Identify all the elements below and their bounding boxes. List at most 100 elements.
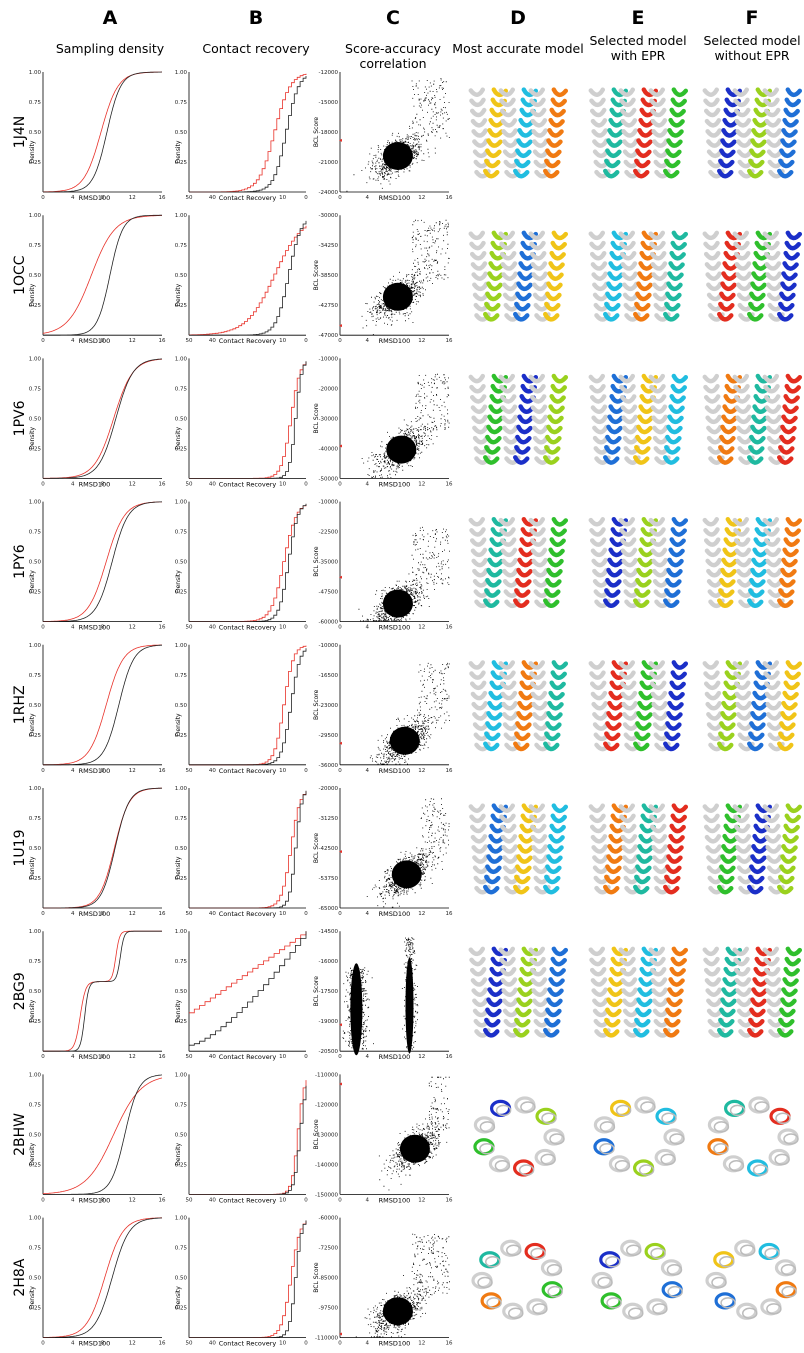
y-tick-label: 0.50 [175, 416, 188, 422]
x-tick-label: 4 [366, 338, 370, 344]
y-axis-label: Density [29, 427, 36, 450]
helix [483, 803, 509, 895]
x-tick-label: 40 [209, 768, 216, 774]
series-line-black [43, 358, 163, 479]
helix-coil [600, 1292, 622, 1310]
x-tick-label: 50 [186, 911, 193, 917]
helix-ribbon [717, 660, 743, 752]
helix [777, 373, 803, 465]
helix [513, 516, 539, 609]
x-axis-label: RMSD100 [79, 1340, 111, 1348]
helix [648, 373, 671, 465]
helix [777, 87, 803, 179]
x-tick-label: 12 [418, 768, 425, 774]
helix-coil-shadow [640, 1101, 656, 1113]
helix-ribbon [732, 946, 755, 1038]
x-tick-label: 12 [129, 481, 136, 487]
helix [468, 660, 491, 752]
helix-coil-shadow [754, 1101, 770, 1113]
y-tick-label: -14500 [319, 929, 339, 935]
x-tick-label: 0 [41, 768, 45, 774]
helix-coil-shadow [781, 1285, 797, 1298]
x-label-bg [219, 1338, 276, 1347]
native-score-marker [339, 444, 342, 448]
helix-coil [543, 1128, 565, 1146]
x-axis-label: RMSD100 [379, 337, 411, 345]
helix [663, 803, 689, 895]
helix-coil [655, 1107, 677, 1125]
native-score-marker [339, 324, 342, 328]
y-tick-label: 0.50 [175, 703, 188, 709]
helix-ribbon [747, 373, 773, 465]
helix [762, 373, 785, 465]
native-score-marker [339, 138, 342, 142]
x-tick-label: 0 [41, 1054, 45, 1060]
x-tick-label: 0 [41, 338, 45, 344]
y-tick-label: 0.75 [29, 530, 42, 536]
native-score-marker [339, 850, 342, 854]
helix-coil-shadow [549, 1133, 565, 1145]
y-tick-label: 0.25 [175, 876, 188, 882]
selected-model-with-epr [591, 1239, 683, 1320]
x-tick-label: 4 [366, 195, 370, 201]
x-axis-label: Contact Recovery [219, 1340, 277, 1348]
helix-coil-shadow [775, 1112, 791, 1125]
helix [777, 946, 803, 1038]
helix-coil-shadow [605, 1255, 621, 1268]
helix-ribbon [633, 660, 659, 752]
helix-coil [471, 1271, 493, 1290]
helix [603, 660, 629, 752]
x-tick-label: 4 [366, 911, 370, 917]
helix-coil [593, 1116, 616, 1134]
helix-coil-shadow [652, 1303, 668, 1315]
helix-ribbon [648, 517, 671, 609]
y-tick-label: -38500 [319, 273, 339, 279]
sampling-density-panel: 0 4 8 12 16 0.25 0.50 0.75 1.00 RMSD100 Density [29, 1216, 166, 1348]
helix-ribbon [528, 803, 551, 895]
x-axis-label: Contact Recovery [219, 910, 277, 918]
helix-ribbon [528, 660, 551, 752]
helix [717, 803, 743, 895]
y-axis-label: BCL Score [313, 1119, 320, 1150]
column-subtitle: Sampling density [56, 41, 165, 56]
y-tick-label: 1.00 [175, 70, 188, 76]
series-line-black [43, 1074, 163, 1195]
x-label-bg [376, 1052, 413, 1061]
y-tick-label: 1.00 [175, 786, 188, 792]
x-axis-label: Contact Recovery [219, 480, 277, 488]
helix [633, 516, 659, 609]
y-tick-label: 0.25 [175, 160, 188, 166]
scatter-core [382, 1297, 413, 1326]
x-tick-label: 0 [304, 1341, 308, 1347]
y-tick-label: 0.50 [175, 560, 188, 566]
helix-ribbon [498, 517, 521, 609]
helix [702, 946, 725, 1038]
helix-ribbon [498, 230, 521, 322]
y-tick-label: -110000 [315, 1072, 338, 1078]
helix [603, 946, 629, 1038]
helix [483, 230, 509, 322]
helix-ribbon [648, 946, 671, 1038]
x-tick-label: 0 [41, 1341, 45, 1347]
score-accuracy-panel: 0481216-10000-16500-23000-29500-36000RMS… [313, 643, 453, 775]
helix [603, 516, 629, 609]
y-tick-label: 0.50 [175, 989, 188, 995]
helix-coil-shadow [599, 1143, 615, 1155]
x-tick-label: 4 [71, 768, 75, 774]
helix [528, 946, 551, 1038]
helix [648, 803, 671, 895]
y-tick-label: 0.50 [29, 846, 42, 852]
helix-coil [646, 1298, 668, 1316]
y-tick-label: 0.75 [29, 100, 42, 106]
selected-model-with-epr [588, 946, 689, 1038]
y-axis-label: Density [175, 713, 182, 736]
helix-ribbon [648, 87, 671, 179]
helix-ribbon [513, 946, 539, 1038]
helix [732, 946, 755, 1038]
helix-coil-shadow [494, 1160, 511, 1172]
helix-coil-shadow [774, 1153, 790, 1166]
score-accuracy-panel: 0481216-12000-15000-18000-21000-24000RMS… [313, 70, 453, 202]
y-tick-label: 0.50 [29, 560, 42, 566]
helix [543, 373, 569, 465]
